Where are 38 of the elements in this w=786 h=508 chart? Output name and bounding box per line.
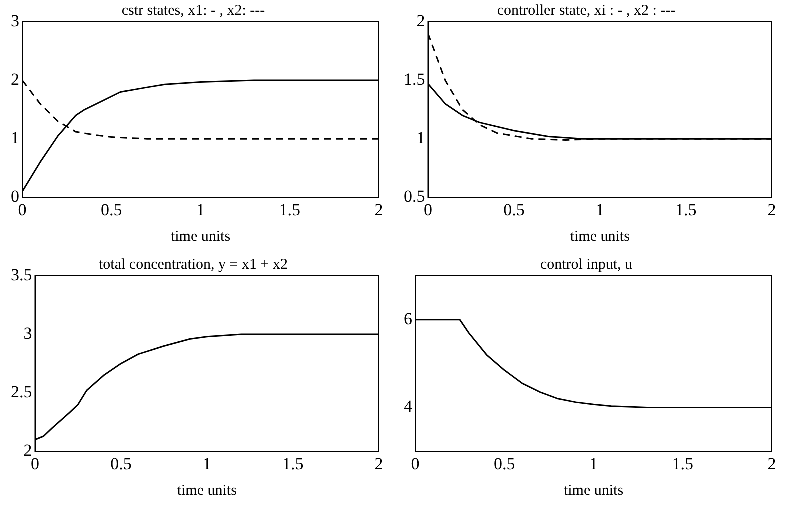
x-tick-label: 2 — [768, 200, 776, 220]
y-tick-label: 4 — [404, 397, 413, 416]
x-tick-label: 2 — [768, 454, 776, 474]
y-tick-label: 1 — [416, 128, 426, 148]
y-tick-label: 3 — [11, 11, 20, 30]
y-tick-label: 0 — [11, 187, 20, 206]
y-tick-label: 3 — [24, 324, 32, 343]
x-tick-label: 1.5 — [282, 454, 304, 474]
x-tick-label: 1 — [590, 454, 598, 474]
x-tick-label: 1 — [202, 454, 212, 474]
y-tick-label: 1.5 — [404, 70, 426, 89]
x-axis-title: time units — [570, 228, 630, 245]
chart-title: controller state, xi : - , x2 : --- — [497, 2, 676, 19]
chart-title: control input, u — [540, 256, 634, 273]
y-tick-label: 1 — [11, 128, 20, 148]
x-tick-label: 1.5 — [672, 454, 694, 474]
x-tick-label: 1.5 — [279, 200, 300, 220]
x-tick-label: 0.5 — [504, 200, 525, 220]
x-axis-title: time units — [564, 482, 624, 499]
chart-title: total concentration, y = x1 + x2 — [99, 256, 288, 273]
x-tick-label: 1 — [596, 200, 604, 220]
chart-title: cstr states, x1: - , x2: --- — [122, 2, 266, 19]
x-tick-label: 0.5 — [101, 200, 122, 220]
y-tick-label: 2 — [416, 11, 426, 30]
x-tick-label: 2 — [374, 200, 384, 220]
x-tick-label: 2 — [374, 454, 384, 474]
y-tick-label: 2 — [24, 441, 32, 460]
x-tick-label: 0.5 — [110, 454, 132, 474]
y-tick-label: 3.5 — [11, 265, 32, 284]
x-tick-label: 1 — [196, 200, 205, 220]
x-tick-label: 0.5 — [494, 454, 516, 474]
y-tick-label: 2 — [11, 70, 20, 89]
x-tick-label: 1.5 — [675, 200, 697, 220]
y-tick-label: 2.5 — [11, 382, 32, 402]
x-axis-title: time units — [170, 228, 231, 245]
y-tick-label: 6 — [404, 309, 412, 328]
y-tick-label: 0.5 — [404, 187, 426, 206]
x-axis-title: time units — [177, 482, 238, 499]
